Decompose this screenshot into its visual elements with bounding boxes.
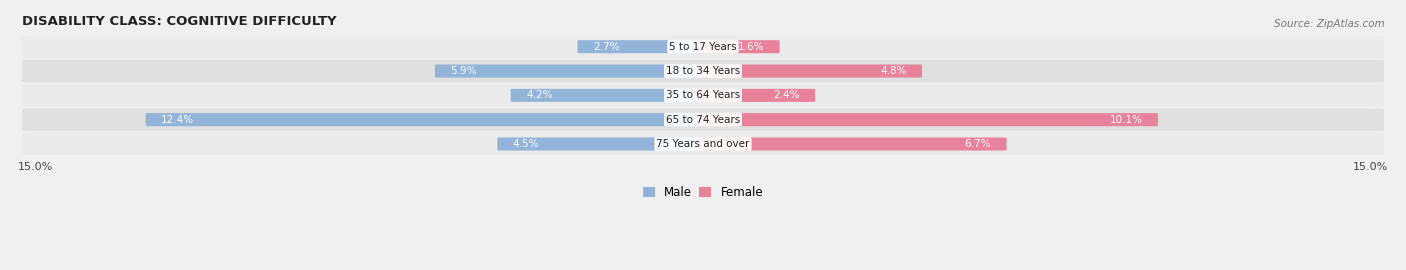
Text: 65 to 74 Years: 65 to 74 Years <box>666 115 740 125</box>
FancyBboxPatch shape <box>697 65 922 77</box>
FancyBboxPatch shape <box>697 113 1159 126</box>
FancyBboxPatch shape <box>697 89 815 102</box>
FancyBboxPatch shape <box>22 84 1384 107</box>
Text: DISABILITY CLASS: COGNITIVE DIFFICULTY: DISABILITY CLASS: COGNITIVE DIFFICULTY <box>22 15 336 28</box>
Text: 6.7%: 6.7% <box>965 139 991 149</box>
Text: 4.5%: 4.5% <box>513 139 540 149</box>
FancyBboxPatch shape <box>22 60 1384 82</box>
Text: 5.9%: 5.9% <box>450 66 477 76</box>
FancyBboxPatch shape <box>498 137 709 151</box>
Text: 5 to 17 Years: 5 to 17 Years <box>669 42 737 52</box>
FancyBboxPatch shape <box>22 36 1384 58</box>
FancyBboxPatch shape <box>146 113 709 126</box>
Text: 2.7%: 2.7% <box>593 42 619 52</box>
Text: 18 to 34 Years: 18 to 34 Years <box>666 66 740 76</box>
FancyBboxPatch shape <box>510 89 709 102</box>
Text: 75 Years and over: 75 Years and over <box>657 139 749 149</box>
Text: 2.4%: 2.4% <box>773 90 800 100</box>
Text: 35 to 64 Years: 35 to 64 Years <box>666 90 740 100</box>
FancyBboxPatch shape <box>697 137 1007 151</box>
FancyBboxPatch shape <box>22 133 1384 155</box>
Text: Source: ZipAtlas.com: Source: ZipAtlas.com <box>1274 19 1385 29</box>
Text: 4.2%: 4.2% <box>526 90 553 100</box>
Text: 1.6%: 1.6% <box>738 42 765 52</box>
Text: 10.1%: 10.1% <box>1109 115 1143 125</box>
Legend: Male, Female: Male, Female <box>638 181 768 204</box>
Text: 4.8%: 4.8% <box>880 66 907 76</box>
FancyBboxPatch shape <box>434 65 709 77</box>
FancyBboxPatch shape <box>578 40 709 53</box>
FancyBboxPatch shape <box>22 109 1384 131</box>
FancyBboxPatch shape <box>697 40 779 53</box>
Text: 12.4%: 12.4% <box>162 115 194 125</box>
